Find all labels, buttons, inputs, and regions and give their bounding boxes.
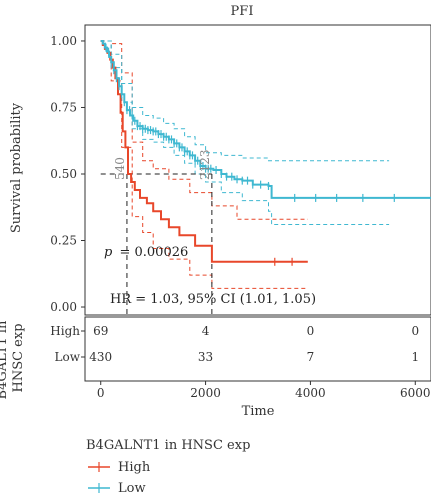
y-tick-label: 0.00 [50, 300, 77, 314]
chart-title: PFI [231, 4, 254, 19]
legend: High Low [88, 460, 151, 496]
plot-panel [84, 24, 431, 316]
y-axis: 0.00 0.25 0.50 0.75 1.00 [50, 34, 85, 314]
x-axis: 0 2000 4000 6000 [97, 381, 431, 400]
median-labels: 540 2123 [113, 149, 212, 180]
risk-count-low: 1 [411, 350, 419, 364]
y-tick-label: 1.00 [50, 34, 77, 48]
y-tick-label: 0.25 [50, 234, 77, 248]
risk-count-high: 4 [202, 324, 210, 338]
y-tick-label: 0.75 [50, 100, 77, 114]
censor-marks [105, 43, 395, 266]
risk-table: High 69 4 0 0 Low 430 33 7 1 [50, 324, 419, 364]
legend-title: B4GALNT1 in HNSC exp [86, 438, 250, 453]
p-value-symbol: p [104, 245, 113, 260]
legend-label-high: High [118, 460, 151, 475]
y-axis-label: Survival probability [9, 102, 24, 233]
curve-high [100, 40, 308, 263]
risk-count-high: 69 [93, 324, 108, 338]
risk-count-high: 0 [411, 324, 419, 338]
median-label-low: 2123 [198, 149, 212, 180]
survival-curves [100, 40, 431, 263]
risk-table-ylabel-line2: HNSC exp [11, 323, 26, 392]
x-tick-label: 2000 [190, 386, 221, 400]
risk-count-low: 33 [198, 350, 213, 364]
x-tick-label: 6000 [400, 386, 431, 400]
p-value-annotation: p = 0.00026 [104, 245, 188, 260]
x-tick-label: 0 [97, 386, 105, 400]
risk-table-ylabel-line1: B4GALT1 in [0, 320, 10, 399]
ci-upper-low [100, 40, 390, 162]
p-value-text: = 0.00026 [119, 245, 188, 260]
risk-table-panel [84, 316, 431, 382]
y-tick-label: 0.50 [50, 167, 77, 181]
risk-count-low: 430 [89, 350, 112, 364]
x-tick-label: 4000 [295, 386, 326, 400]
legend-label-low: Low [118, 481, 146, 496]
risk-count-high: 0 [307, 324, 315, 338]
median-guides [100, 173, 213, 315]
risk-row-label-high: High [50, 324, 80, 338]
risk-table-ylabel: B4GALT1 in HNSC exp [0, 317, 26, 400]
hr-annotation: HR = 1.03, 95% CI (1.01, 1.05) [110, 292, 316, 307]
risk-count-low: 7 [307, 350, 315, 364]
x-axis-label: Time [242, 404, 275, 419]
median-label-high: 540 [113, 157, 127, 180]
risk-row-label-low: Low [55, 350, 81, 364]
